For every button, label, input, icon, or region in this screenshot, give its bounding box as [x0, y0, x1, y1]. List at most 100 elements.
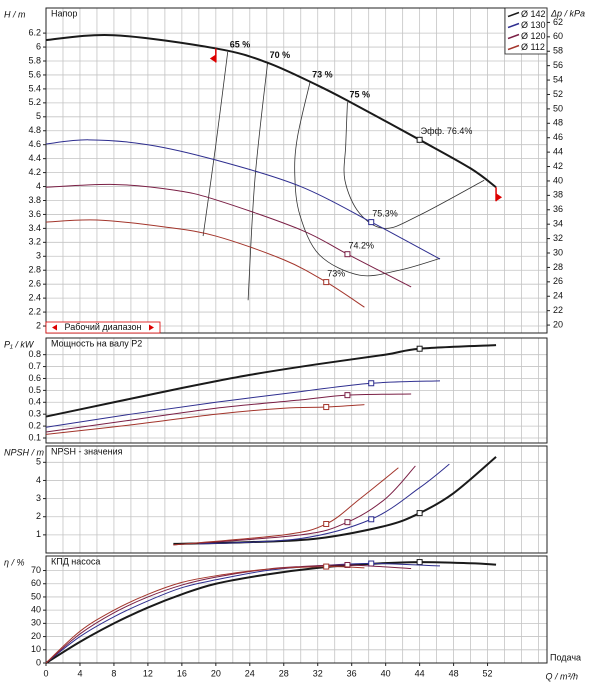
curve [173, 467, 399, 546]
y2-tick-label: 60 [553, 31, 563, 41]
legend-label: Ø 112 [521, 42, 545, 52]
y-tick-label: 3 [36, 251, 41, 261]
x-axis-note: Подача [550, 652, 581, 662]
y-tick-label: 2.8 [28, 265, 41, 275]
y-tick-label: 3.2 [28, 237, 41, 247]
operating-point [323, 520, 330, 527]
legend-label: Ø 142 [521, 9, 546, 19]
y-tick-label: 4 [36, 475, 41, 485]
curve [45, 183, 412, 288]
y-tick-label: 5.2 [28, 97, 41, 107]
efficiency-contour [247, 62, 269, 301]
operating-point [344, 519, 351, 526]
y-tick-label: 40 [31, 605, 41, 615]
y-tick-label: 0.4 [28, 397, 41, 407]
point-label: Эфф. 76.4% [421, 126, 473, 136]
y-axis-label: H / m [4, 9, 26, 19]
y-tick-label: 1 [36, 529, 41, 539]
y-tick-label: 6.2 [28, 27, 41, 37]
y2-tick-label: 46 [553, 132, 563, 142]
y-tick-label: 20 [31, 631, 41, 641]
x-tick-label: 4 [77, 668, 82, 678]
y-tick-label: 5.4 [28, 83, 41, 93]
x-axis-label: Q / m³/h [545, 671, 578, 681]
y2-tick-label: 40 [553, 175, 563, 185]
operating-point [416, 510, 423, 517]
y-tick-label: 5.8 [28, 55, 41, 65]
panel-frame [45, 337, 548, 444]
y2-tick-label: 54 [553, 74, 563, 84]
operating-point [323, 279, 330, 286]
range-box [45, 321, 161, 334]
panel-title: Мощность на валу P2 [51, 338, 142, 348]
y2-tick-label: 56 [553, 60, 563, 70]
operating-point [368, 380, 375, 387]
y-axis-label: P₁ / kW [4, 339, 35, 349]
operating-point [368, 516, 375, 523]
x-tick-label: 36 [347, 668, 357, 678]
range-box-arrow [52, 324, 57, 331]
x-tick-label: 32 [313, 668, 323, 678]
curve [45, 219, 365, 308]
panel-title: КПД насоса [51, 556, 100, 566]
efficiency-contour [202, 51, 229, 237]
legend-label: Ø 130 [521, 20, 546, 30]
y-tick-label: 3.6 [28, 209, 41, 219]
operating-point [368, 560, 375, 567]
y2-tick-label: 20 [553, 319, 563, 329]
y-tick-label: 2.4 [28, 293, 41, 303]
x-tick-label: 40 [381, 668, 391, 678]
y-tick-label: 0.2 [28, 420, 41, 430]
y-tick-label: 4.2 [28, 167, 41, 177]
contour-label: 70 % [270, 50, 291, 60]
y2-tick-label: 34 [553, 219, 563, 229]
y2-tick-label: 32 [553, 233, 563, 243]
x-tick-label: 48 [449, 668, 459, 678]
y-tick-label: 5 [36, 111, 41, 121]
operating-point [416, 345, 423, 352]
point-label: 73% [327, 268, 345, 278]
curve [45, 33, 497, 189]
operating-point [416, 136, 423, 143]
operating-point [323, 563, 330, 570]
operating-point [344, 392, 351, 399]
y2-tick-label: 28 [553, 262, 563, 272]
x-tick-label: 24 [245, 668, 255, 678]
y2-tick-label: 44 [553, 146, 563, 156]
y2-tick-label: 62 [553, 17, 563, 27]
x-tick-label: 16 [177, 668, 187, 678]
y-tick-label: 2.2 [28, 306, 41, 316]
y-tick-label: 5 [36, 457, 41, 467]
y-axis-label: η / % [4, 557, 25, 567]
x-tick-label: 52 [483, 668, 493, 678]
y-tick-label: 60 [31, 578, 41, 588]
x-tick-label: 12 [143, 668, 153, 678]
efficiency-contour [343, 102, 485, 229]
curve [45, 564, 412, 664]
legend-label: Ø 120 [521, 31, 546, 41]
contour-label: 65 % [230, 39, 251, 49]
y2-tick-label: 30 [553, 247, 563, 257]
y2-tick-label: 58 [553, 46, 563, 56]
panel-frame [45, 445, 548, 554]
y-tick-label: 5.6 [28, 69, 41, 79]
y-tick-label: 2.6 [28, 279, 41, 289]
operating-point [323, 404, 330, 411]
y-tick-label: 0.1 [28, 432, 41, 442]
contour-label: 73 % [312, 69, 333, 79]
legend-swatch [507, 33, 520, 40]
contour-label: 75 % [349, 90, 370, 100]
y-tick-label: 0.8 [28, 349, 41, 359]
operating-point [344, 251, 351, 258]
y-tick-label: 0.3 [28, 409, 41, 419]
point-label: 75.3% [372, 208, 398, 218]
x-tick-label: 20 [211, 668, 221, 678]
panel-title: Напор [51, 8, 77, 18]
y2-tick-label: 50 [553, 103, 563, 113]
y-axis-label: NPSH / m [4, 447, 45, 457]
y2-tick-label: 42 [553, 161, 563, 171]
y-tick-label: 4.8 [28, 125, 41, 135]
range-box-arrow [149, 324, 154, 331]
operating-point [368, 219, 375, 226]
